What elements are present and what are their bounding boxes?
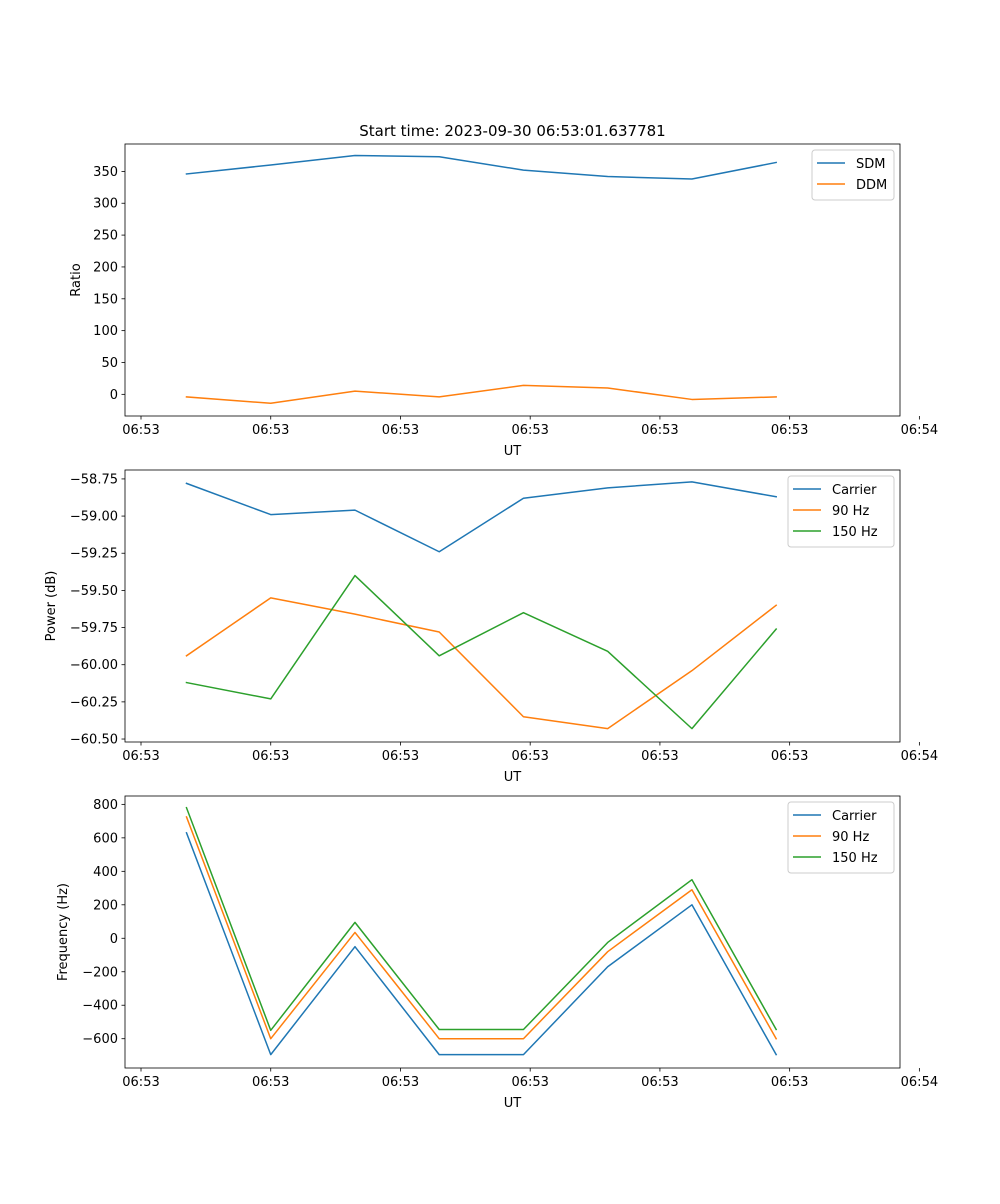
x-tick-label: 06:53: [641, 423, 678, 438]
legend-box: [787, 475, 895, 548]
x-tick-label: 06:54: [901, 1075, 938, 1090]
y-tick-label: 0: [110, 388, 118, 403]
series-line-150-hz: [185, 574, 778, 730]
x-tick-label: 06:53: [382, 423, 419, 438]
legend-box: [787, 801, 895, 874]
x-tick-label: 06:53: [382, 1075, 419, 1090]
x-tick-label: 06:53: [641, 1075, 678, 1090]
legend-label: 150 Hz: [832, 525, 878, 540]
x-tick-label: 06:54: [901, 749, 938, 764]
y-axis-label: Power (dB): [44, 571, 59, 642]
y-tick-label: −200: [82, 965, 118, 980]
series-line-sdm: [185, 154, 778, 180]
y-tick-label: 300: [93, 197, 118, 212]
series-line-150-hz: [185, 806, 778, 1032]
series-line-90-hz: [185, 815, 778, 1040]
y-tick-label: −59.00: [70, 510, 118, 525]
y-axis-label: Frequency (Hz): [56, 883, 71, 981]
subplot-3: 06:53 06:53 06:53 06:53 06:53 06:53 06:54 −600 −…: [56, 795, 938, 1111]
y-tick-label: 200: [93, 898, 118, 913]
legend: Carrier 90 Hz 150 Hz: [787, 475, 895, 548]
x-tick-label: 06:53: [382, 749, 419, 764]
y-tick-label: −59.75: [70, 621, 118, 636]
x-tick-label: 06:53: [252, 749, 289, 764]
y-tick-label: 50: [101, 356, 118, 371]
y-tick-label: −59.50: [70, 584, 118, 599]
y-tick-label: −58.75: [70, 472, 118, 487]
legend-label: Carrier: [832, 809, 877, 824]
y-tick-label: −600: [82, 1032, 118, 1047]
subplots: Start time: 2023-09-30 06:53:01.63778106…: [44, 122, 938, 1111]
axes-frame: [124, 143, 901, 417]
y-tick-label: 0: [110, 932, 118, 947]
y-tick-label: 800: [93, 798, 118, 813]
y-tick-label: 600: [93, 831, 118, 846]
y-tick-label: 150: [93, 292, 118, 307]
y-tick-label: −400: [82, 999, 118, 1014]
y-tick-label: 250: [93, 229, 118, 244]
x-tick-label: 06:53: [511, 749, 548, 764]
y-tick-label: −60.50: [70, 733, 118, 748]
x-tick-label: 06:53: [122, 1075, 159, 1090]
x-tick-label: 06:54: [901, 423, 938, 438]
x-tick-label: 06:53: [511, 1075, 548, 1090]
y-tick-label: −60.25: [70, 695, 118, 710]
x-tick-label: 06:53: [511, 423, 548, 438]
y-axis-label: Ratio: [69, 263, 84, 296]
y-tick-label: 200: [93, 260, 118, 275]
legend: SDM DDM: [811, 149, 895, 201]
subplot-2: 06:53 06:53 06:53 06:53 06:53 06:53 06:54 −60.5…: [44, 469, 938, 785]
x-tick-label: 06:53: [771, 423, 808, 438]
x-tick-label: 06:53: [771, 749, 808, 764]
x-tick-label: 06:53: [771, 1075, 808, 1090]
legend-label: 90 Hz: [832, 830, 869, 845]
legend-label: DDM: [856, 178, 887, 193]
x-tick-label: 06:53: [122, 749, 159, 764]
x-tick-label: 06:53: [252, 1075, 289, 1090]
legend-label: Carrier: [832, 483, 877, 498]
legend: Carrier 90 Hz 150 Hz: [787, 801, 895, 874]
series-line-ddm: [185, 384, 777, 405]
series-line-90-hz: [185, 597, 778, 730]
series-line-carrier: [185, 481, 778, 553]
x-axis-label: UT: [504, 770, 522, 785]
y-tick-label: −59.25: [70, 547, 118, 562]
chart-title: Start time: 2023-09-30 06:53:01.637781: [359, 122, 665, 140]
axes-frame: [124, 795, 901, 1069]
series-line-carrier: [185, 831, 778, 1056]
legend-label: SDM: [856, 157, 885, 172]
y-tick-label: 100: [93, 324, 118, 339]
axes-frame: [124, 469, 901, 743]
y-tick-label: −60.00: [70, 658, 118, 673]
x-tick-label: 06:53: [641, 749, 678, 764]
y-tick-label: 350: [93, 165, 118, 180]
x-tick-label: 06:53: [252, 423, 289, 438]
legend-label: 90 Hz: [832, 504, 869, 519]
y-tick-label: 400: [93, 865, 118, 880]
subplot-1: Start time: 2023-09-30 06:53:01.637781 06…: [69, 122, 938, 459]
x-axis-label: UT: [504, 1096, 522, 1111]
x-axis-label: UT: [504, 444, 522, 459]
x-tick-label: 06:53: [122, 423, 159, 438]
legend-label: 150 Hz: [832, 851, 878, 866]
